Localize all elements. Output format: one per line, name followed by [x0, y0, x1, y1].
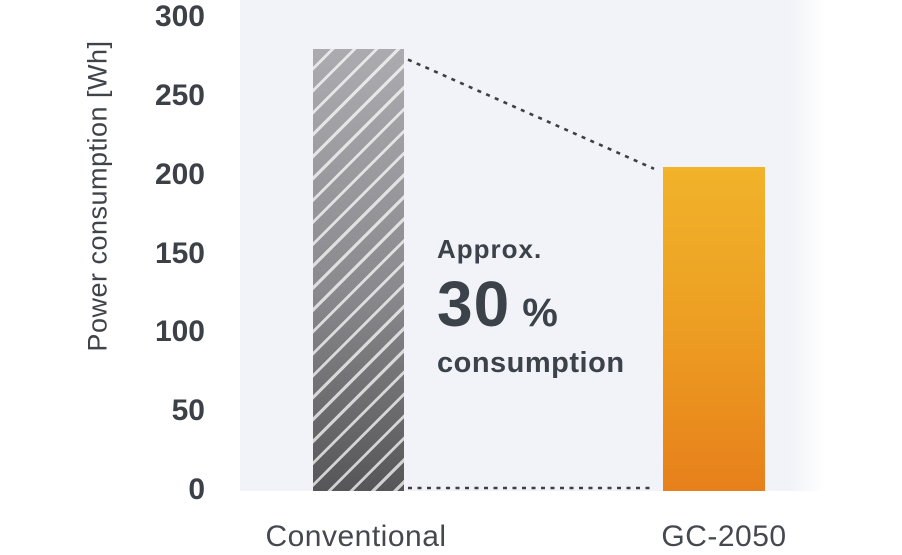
y-tick-label: 300 — [154, 0, 205, 33]
x-axis-label-conventional: Conventional — [265, 520, 447, 553]
bar-gc-2050 — [663, 166, 765, 491]
top-dotted-guide-line — [407, 58, 655, 170]
annotation-consumption-label: consumption — [437, 347, 625, 379]
y-axis-tick-labels: 0 50 100 150 200 250 300 — [0, 0, 205, 555]
y-tick-label: 150 — [154, 236, 205, 270]
annotation-percent-row: 30 % — [437, 272, 625, 336]
y-tick-label: 200 — [154, 157, 205, 191]
x-axis-label-gc-2050: GC-2050 — [661, 520, 787, 553]
y-tick-label: 50 — [171, 394, 205, 428]
y-tick-label: 100 — [154, 315, 205, 349]
bar-conventional — [313, 48, 404, 491]
annotation-approx-label: Approx. — [437, 234, 543, 264]
annotation-percent-value: 30 — [437, 268, 511, 340]
y-tick-label: 250 — [154, 78, 205, 112]
y-tick-label: 0 — [188, 473, 205, 506]
reduction-annotation: Approx. 30 % consumption — [437, 236, 625, 378]
annotation-percent-sign: % — [522, 291, 558, 335]
